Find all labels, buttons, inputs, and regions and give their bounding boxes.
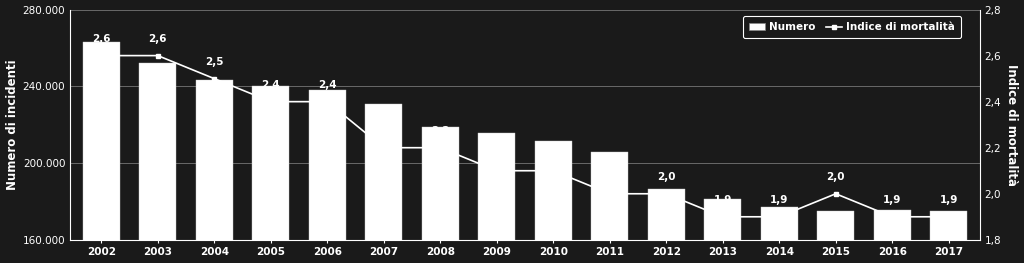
Text: 2,0: 2,0	[657, 172, 676, 182]
Bar	[366, 104, 402, 263]
Text: 2,6: 2,6	[92, 34, 111, 44]
Text: 1,9: 1,9	[883, 195, 901, 205]
Bar	[535, 141, 571, 263]
Bar	[705, 199, 741, 263]
Text: 2,2: 2,2	[375, 126, 393, 136]
Text: 1,9: 1,9	[714, 195, 732, 205]
Y-axis label: Numero di incidenti: Numero di incidenti	[5, 59, 18, 190]
Bar	[931, 211, 967, 263]
Bar	[817, 211, 854, 263]
Text: 1,9: 1,9	[770, 195, 788, 205]
Bar	[873, 210, 910, 263]
Text: 2,2: 2,2	[431, 126, 450, 136]
Legend: Numero, Indice di mortalità: Numero, Indice di mortalità	[743, 16, 961, 38]
Text: 2,6: 2,6	[148, 34, 167, 44]
Bar	[139, 63, 176, 263]
Text: 2,0: 2,0	[826, 172, 845, 182]
Text: 1,9: 1,9	[940, 195, 957, 205]
Bar	[592, 152, 628, 263]
Bar	[196, 80, 232, 263]
Bar	[478, 134, 515, 263]
Bar	[422, 127, 459, 263]
Bar	[83, 42, 120, 263]
Text: 2,5: 2,5	[205, 57, 223, 67]
Bar	[648, 189, 685, 263]
Text: 2,4: 2,4	[261, 80, 281, 90]
Y-axis label: Indice di mortalità: Indice di mortalità	[1006, 64, 1019, 186]
Bar	[252, 86, 289, 263]
Bar	[309, 90, 346, 263]
Bar	[761, 207, 798, 263]
Text: 2,4: 2,4	[317, 80, 337, 90]
